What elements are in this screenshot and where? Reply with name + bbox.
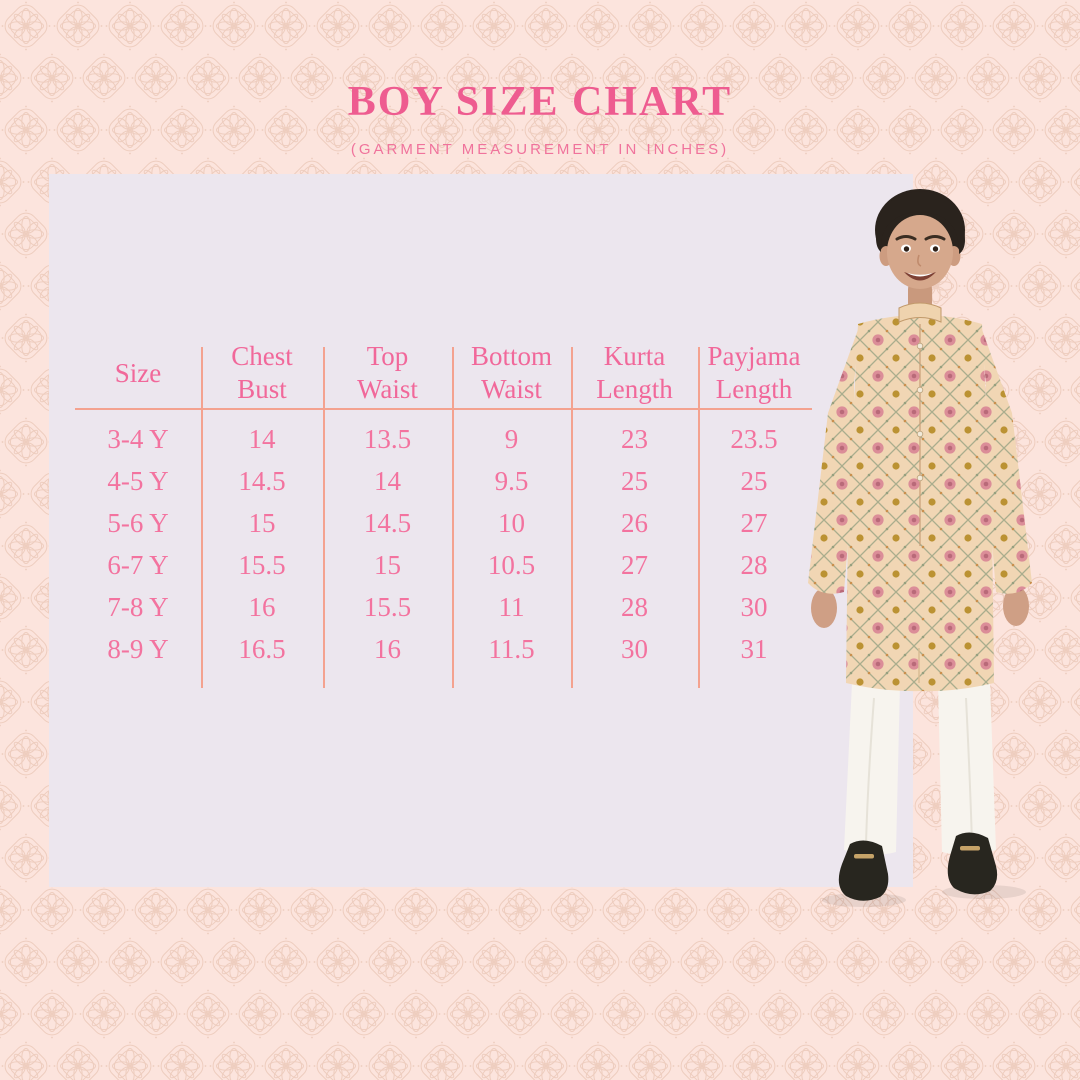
table-cell: 14.5 [363,508,412,538]
table-cell: 7-8 Y [107,592,169,622]
table-cell: 15 [374,550,401,580]
table-cell: 13.5 [363,424,412,454]
column-header-label: Size [114,357,162,388]
column-header-label: Top [366,341,409,371]
column-divider [323,347,325,688]
column-header-label: Waist [481,374,542,404]
column-header-payjama-length: Payjama Length [698,338,810,408]
column-header-kurta-length: Kurta Length [571,338,698,408]
column-header-label: Payjama [707,341,801,371]
table-cell: 30 [740,592,768,622]
table-cell: 26 [621,508,648,538]
table-cell: 9.5 [494,466,529,496]
table-cell: 31 [740,634,768,664]
table-cell: 15 [248,508,276,538]
boy-photo [808,189,1032,907]
table-cell: 14 [374,466,401,496]
column-header-label: Kurta [603,341,666,371]
table-cell: 11 [498,592,525,622]
table-cell: 4-5 Y [107,466,169,496]
column-header-label: Waist [357,374,418,404]
page-subtitle: (GARMENT MEASUREMENT IN INCHES) [350,141,730,158]
table-cell: 27 [621,550,648,580]
table-cell: 15.5 [363,592,412,622]
column-header-chest-bust: Chest Bust [201,338,323,408]
table-cell: 10.5 [487,550,536,580]
table-cell: 5-6 Y [107,508,169,538]
column-divider [201,347,203,688]
column-header-size: Size [75,338,201,408]
column-divider [698,347,700,688]
table-cell: 9 [504,424,519,454]
table-cell: 8-9 Y [107,634,169,664]
table-cell: 15.5 [238,550,286,580]
table-cell: 14 [248,424,276,454]
column-header-top-waist: Top Waist [323,338,452,408]
column-header-label: Chest [231,341,293,371]
header-rule [75,408,812,410]
column-divider [571,347,573,688]
table-cell: 25 [740,466,768,496]
table-body: 3-4 Y 14 13.5 9 23 23.5 4-5 Y 14.5 14 9.5 25 25 5-6 … [75,408,810,670]
table-cell: 28 [621,592,648,622]
size-table: Size Chest Bust Top Waist Bottom Waist K… [75,338,810,670]
table-cell: 16 [374,634,401,664]
column-header-label: Bust [237,374,287,404]
table-cell: 16 [248,592,276,622]
table-cell: 3-4 Y [107,424,169,454]
table-cell: 28 [740,550,768,580]
column-header-label: Bottom [470,341,552,371]
table-cell: 23.5 [730,424,778,454]
table-header-row: Size Chest Bust Top Waist Bottom Waist K… [75,338,810,408]
column-divider [452,347,454,688]
header: BOY SIZE CHART (GARMENT MEASUREMENT IN I… [0,78,1080,158]
table-cell: 11.5 [488,634,535,664]
table-cell: 30 [621,634,648,664]
column-header-label: Length [596,374,673,404]
table-cell: 25 [621,466,648,496]
page-title: BOY SIZE CHART [347,79,733,125]
table-cell: 6-7 Y [107,550,169,580]
column-header-bottom-waist: Bottom Waist [452,338,571,408]
table-cell: 14.5 [238,466,286,496]
table-cell: 23 [621,424,648,454]
chart-panel: Size Chest Bust Top Waist Bottom Waist K… [49,174,913,887]
table-cell: 10 [498,508,525,538]
table-cell: 27 [740,508,768,538]
column-header-label: Length [715,374,793,404]
table-cell: 16.5 [238,634,286,664]
